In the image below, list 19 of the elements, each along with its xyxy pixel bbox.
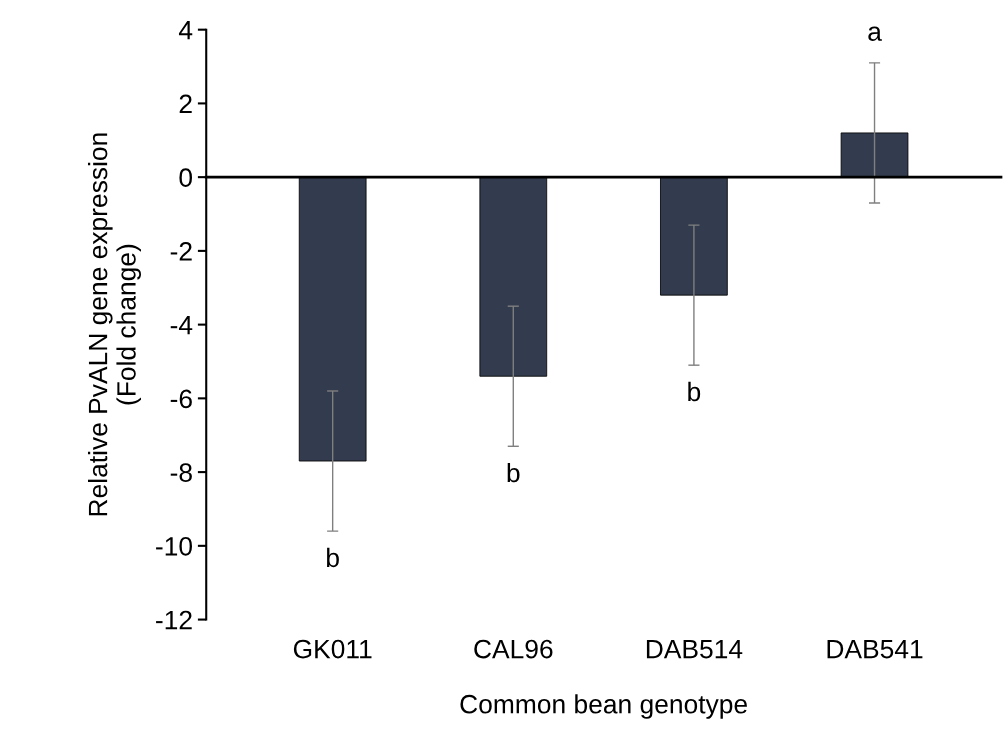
x-axis-title: Common bean genotype bbox=[460, 694, 747, 719]
x-tick-label: DAB514 bbox=[646, 639, 743, 659]
y-tick-label: -8 bbox=[170, 463, 192, 482]
annotation: b bbox=[327, 547, 339, 568]
y-tick-label: -2 bbox=[170, 242, 192, 261]
y-tick-label: -12 bbox=[156, 610, 192, 630]
y-tick-label: -10 bbox=[156, 536, 193, 556]
annotation: b bbox=[688, 381, 701, 402]
y-tick-label: 4 bbox=[178, 21, 193, 40]
y-tick-label: -6 bbox=[170, 389, 192, 409]
annotation: a bbox=[868, 26, 882, 41]
y-tick-label: 2 bbox=[179, 94, 192, 113]
x-tick-label: DAB541 bbox=[827, 639, 923, 659]
x-tick-label: CAL96 bbox=[474, 639, 553, 659]
y-axis-title: Relative PvALN gene expression (Fold change) bbox=[87, 133, 142, 516]
x-tick-label: GK011 bbox=[293, 639, 372, 659]
y-tick-label: 0 bbox=[179, 168, 192, 187]
annotation: b bbox=[507, 462, 520, 483]
y-tick-label: -4 bbox=[170, 316, 193, 335]
